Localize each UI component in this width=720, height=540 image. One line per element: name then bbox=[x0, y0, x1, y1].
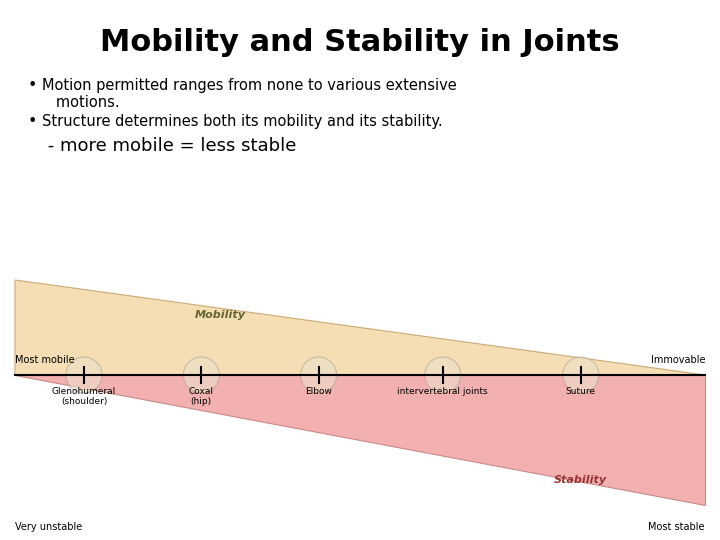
Text: Very unstable: Very unstable bbox=[15, 522, 82, 532]
Text: Stability: Stability bbox=[554, 475, 606, 485]
Text: Glenohumeral
(shoulder): Glenohumeral (shoulder) bbox=[52, 387, 116, 407]
Text: Structure determines both its mobility and its stability.: Structure determines both its mobility a… bbox=[42, 114, 443, 129]
Text: Elbow: Elbow bbox=[305, 387, 332, 396]
Text: Mobility and Stability in Joints: Mobility and Stability in Joints bbox=[100, 28, 620, 57]
Text: Motion permitted ranges from none to various extensive: Motion permitted ranges from none to var… bbox=[42, 78, 456, 93]
Text: Immovable: Immovable bbox=[650, 355, 705, 365]
Text: Most stable: Most stable bbox=[649, 522, 705, 532]
Text: Suture: Suture bbox=[566, 387, 596, 396]
Text: Mobility: Mobility bbox=[194, 310, 246, 320]
Polygon shape bbox=[15, 375, 705, 505]
Circle shape bbox=[184, 357, 220, 393]
Circle shape bbox=[301, 357, 337, 393]
Text: Coxal
(hip): Coxal (hip) bbox=[189, 387, 214, 407]
Text: •: • bbox=[28, 114, 37, 129]
Text: intervertebral joints: intervertebral joints bbox=[397, 387, 488, 396]
Text: - more mobile = less stable: - more mobile = less stable bbox=[42, 137, 297, 155]
Polygon shape bbox=[15, 280, 705, 375]
Circle shape bbox=[563, 357, 599, 393]
Text: •: • bbox=[28, 78, 37, 93]
Text: Most mobile: Most mobile bbox=[15, 355, 75, 365]
Circle shape bbox=[425, 357, 461, 393]
Text: motions.: motions. bbox=[42, 95, 120, 110]
Circle shape bbox=[66, 357, 102, 393]
